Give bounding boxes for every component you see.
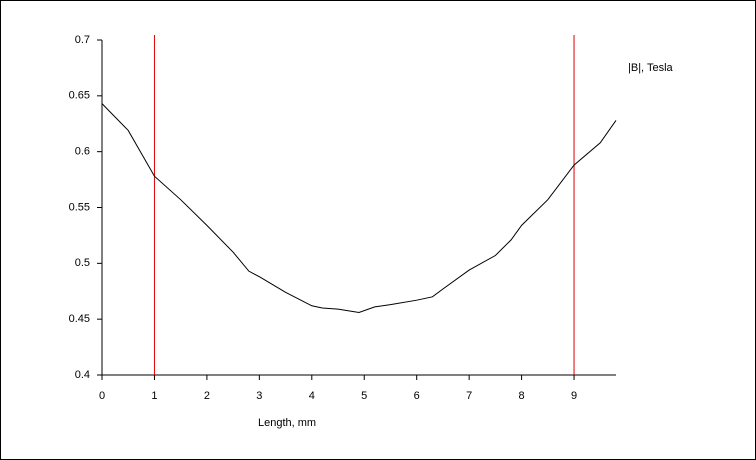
data-line (101, 103, 617, 313)
x-tick-label: 6 (414, 390, 420, 402)
x-tick-label: 2 (204, 390, 210, 402)
x-tick-label: 4 (309, 390, 315, 402)
y-axis-label: |B|, Tesla (628, 62, 674, 74)
x-tick-label: 0 (99, 390, 105, 402)
y-tick-label: 0.6 (75, 146, 90, 158)
x-tick-label: 5 (361, 390, 367, 402)
x-axis-label: Length, mm (258, 417, 316, 429)
x-tick-label: 1 (151, 390, 157, 402)
y-tick-label: 0.65 (69, 90, 90, 102)
x-tick-label: 9 (571, 390, 577, 402)
x-tick-label: 3 (256, 390, 262, 402)
y-tick-label: 0.5 (75, 257, 90, 269)
x-tick-label: 7 (466, 390, 472, 402)
y-tick-label: 0.7 (75, 34, 90, 46)
y-tick-label: 0.4 (75, 369, 90, 381)
x-tick-label: 8 (519, 390, 525, 402)
y-tick-label: 0.55 (69, 201, 90, 213)
y-tick-label: 0.45 (69, 313, 90, 325)
